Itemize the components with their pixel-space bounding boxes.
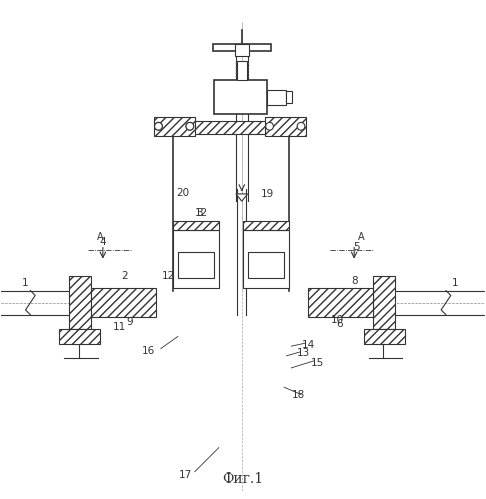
Text: 17: 17 xyxy=(178,470,191,480)
Bar xyxy=(173,230,219,288)
Circle shape xyxy=(186,122,194,130)
Bar xyxy=(237,61,247,80)
Circle shape xyxy=(155,122,162,130)
Bar xyxy=(267,90,286,104)
Text: 1: 1 xyxy=(452,278,459,288)
Bar xyxy=(91,288,156,317)
Text: 7: 7 xyxy=(266,261,273,271)
Text: 2: 2 xyxy=(122,271,128,281)
Bar xyxy=(248,252,284,278)
Bar xyxy=(286,91,292,103)
Text: 6: 6 xyxy=(336,319,343,329)
Text: 12: 12 xyxy=(161,271,175,281)
Text: 16: 16 xyxy=(142,346,156,356)
Bar xyxy=(154,117,195,136)
Bar xyxy=(213,44,271,51)
Bar xyxy=(308,288,373,317)
Polygon shape xyxy=(236,194,247,201)
Text: 12: 12 xyxy=(195,208,208,218)
Text: 11: 11 xyxy=(113,322,126,332)
Bar xyxy=(173,221,219,230)
Text: 19: 19 xyxy=(260,189,274,199)
Text: 14: 14 xyxy=(302,340,315,350)
Text: 20: 20 xyxy=(176,188,189,198)
Bar xyxy=(373,276,395,329)
Text: A: A xyxy=(97,232,104,242)
Text: 4: 4 xyxy=(100,237,106,247)
Text: Фиг.1: Фиг.1 xyxy=(223,472,263,487)
Bar xyxy=(364,329,405,344)
Bar xyxy=(178,252,214,278)
Bar xyxy=(265,117,306,136)
Text: 3: 3 xyxy=(196,208,203,218)
Text: 8: 8 xyxy=(351,276,358,286)
Text: 18: 18 xyxy=(292,390,305,400)
Bar xyxy=(235,44,249,56)
Circle shape xyxy=(297,122,305,130)
Bar xyxy=(168,121,294,134)
Text: 10: 10 xyxy=(330,314,344,324)
Text: 15: 15 xyxy=(311,358,325,368)
Bar xyxy=(243,230,289,288)
Bar xyxy=(214,80,267,114)
Text: 9: 9 xyxy=(126,317,133,327)
Circle shape xyxy=(266,122,274,130)
Text: 1: 1 xyxy=(22,278,29,288)
Circle shape xyxy=(155,122,162,130)
Bar xyxy=(59,329,101,344)
Circle shape xyxy=(186,122,194,130)
Text: 13: 13 xyxy=(297,348,310,358)
Text: A: A xyxy=(358,232,364,242)
Bar xyxy=(69,276,91,329)
Bar xyxy=(243,221,289,230)
Text: 7: 7 xyxy=(187,261,193,271)
Text: 5: 5 xyxy=(353,242,360,252)
